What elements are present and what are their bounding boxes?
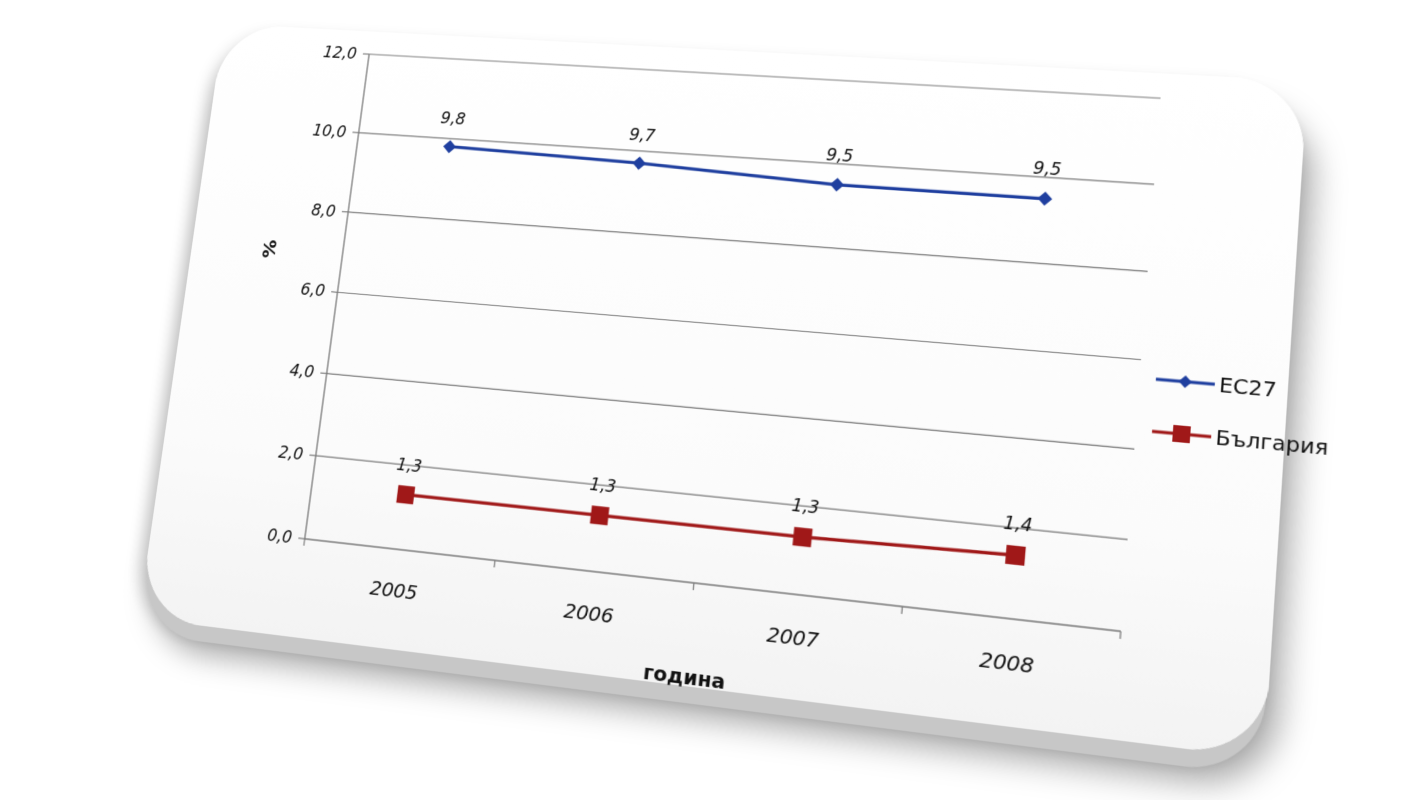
- y-tick-label: 6,0: [299, 280, 326, 301]
- y-axis-title: %: [259, 239, 282, 259]
- y-tick-mark: [320, 373, 326, 374]
- x-tick-mark: [1120, 631, 1121, 639]
- data-label: 1,3: [396, 455, 424, 477]
- y-tick-label: 8,0: [310, 200, 337, 220]
- legend-label: ЕС27: [1218, 373, 1277, 402]
- x-tick-labels: 2005 2006 2007 2008: [368, 576, 1035, 678]
- data-point-marker: [1005, 545, 1026, 566]
- legend: ЕС27 България: [1151, 368, 1332, 461]
- data-label: 1,3: [791, 495, 820, 518]
- x-tick-label: 2006: [562, 599, 614, 628]
- x-axis-title: година: [642, 660, 727, 694]
- y-tick-label: 4,0: [288, 361, 315, 382]
- legend-marker: [1178, 375, 1192, 389]
- y-tick-mark: [331, 292, 337, 293]
- data-point-marker: [1037, 191, 1053, 206]
- legend-marker: [1172, 425, 1191, 443]
- data-point-marker: [396, 485, 415, 504]
- data-point-marker: [632, 156, 647, 170]
- line-chart: 0,0 2,0 4,0 6,0 8,0 10,0 12,0 2005 2006 2007 2008…: [138, 24, 1307, 759]
- y-tick-mark: [309, 455, 315, 456]
- y-tick-label: 12,0: [322, 43, 358, 63]
- gridline: [348, 212, 1147, 271]
- x-tick-label: 2007: [766, 623, 821, 653]
- y-tick-mark: [298, 538, 304, 539]
- axes: [297, 54, 1160, 639]
- x-tick-mark: [693, 583, 694, 590]
- data-label: 1,3: [589, 474, 617, 497]
- data-point-marker: [792, 527, 812, 547]
- y-tick-label: 0,0: [266, 525, 293, 547]
- data-point-marker: [442, 140, 456, 154]
- series-lines: [396, 140, 1056, 571]
- x-tick-label: 2008: [978, 648, 1035, 679]
- data-point-marker: [590, 505, 610, 525]
- chart-card: 0,0 2,0 4,0 6,0 8,0 10,0 12,0 2005 2006 2007 2008…: [138, 24, 1307, 759]
- legend-item: ЕС27: [1155, 368, 1278, 403]
- data-label: 9,7: [628, 125, 657, 146]
- data-label: 1,4: [1003, 512, 1034, 536]
- legend-label: България: [1215, 426, 1329, 461]
- gridline: [369, 54, 1160, 98]
- data-point-marker: [829, 177, 844, 192]
- gridline: [337, 292, 1141, 359]
- y-tick-labels: 0,0 2,0 4,0 6,0 8,0 10,0 12,0: [256, 43, 358, 548]
- x-tick-mark: [494, 560, 495, 567]
- series-line-eu27: [448, 147, 1046, 199]
- y-tick-label: 10,0: [311, 121, 347, 142]
- data-label: 9,5: [1032, 158, 1062, 180]
- gridline: [327, 374, 1135, 450]
- x-tick-mark: [304, 539, 305, 546]
- x-tick-mark: [902, 607, 903, 614]
- y-tick-label: 2,0: [277, 442, 304, 464]
- data-label: 9,8: [440, 109, 467, 129]
- series-line-bulgaria: [406, 491, 1016, 560]
- data-label: 9,5: [825, 145, 854, 166]
- legend-item: България: [1151, 420, 1329, 461]
- x-tick-label: 2005: [368, 576, 419, 605]
